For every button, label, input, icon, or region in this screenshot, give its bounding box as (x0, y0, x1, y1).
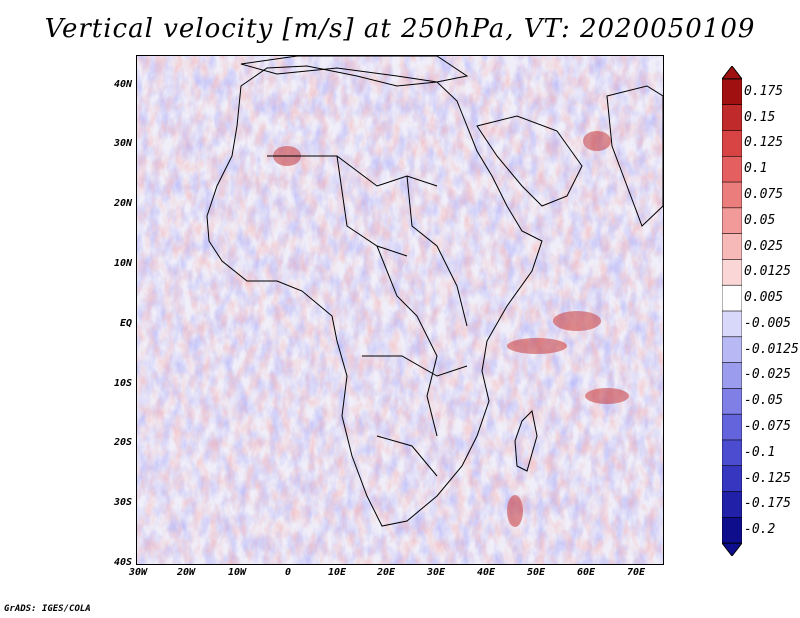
latitude-label-5: 10S (113, 378, 132, 389)
colorbar-segment-4 (722, 181, 742, 209)
colorbar-segment-8 (722, 284, 742, 312)
latitude-label-8: 40S (113, 557, 132, 568)
colorbar-label-16: -0.175 (744, 496, 791, 512)
strong-ascent-cells (273, 131, 629, 527)
ascent-cell-4 (507, 338, 567, 354)
colorbar-segment-6 (722, 233, 742, 261)
country-border-6 (376, 435, 438, 477)
latitude-label-0: 40N (113, 79, 132, 90)
colorbar-label-13: -0.075 (744, 419, 791, 435)
colorbar-segment-2 (722, 130, 742, 158)
ascent-cell-3 (507, 495, 523, 527)
colorbar-label-4: 0.075 (744, 186, 784, 202)
map-panel (136, 55, 664, 565)
colorbar-segment-0 (722, 78, 742, 106)
colorbar-segment-15 (722, 465, 742, 493)
colorbar-segment-14 (722, 439, 742, 467)
colorbar-label-15: -0.125 (744, 470, 791, 486)
colorbar-segment-11 (722, 362, 742, 390)
latitude-label-4: EQ (119, 318, 132, 329)
colorbar-label-17: -0.2 (744, 522, 776, 538)
latitude-label-7: 30S (113, 497, 132, 508)
country-border-2 (336, 155, 408, 257)
country-border-1 (267, 155, 438, 187)
grads-credit: GrADS: IGES/COLA (4, 604, 91, 614)
colorbar-segment-3 (722, 155, 742, 183)
europe-coastline (240, 56, 469, 83)
longitude-label-3: 0 (284, 567, 292, 578)
colorbar-label-7: 0.0125 (744, 264, 791, 280)
colorbar-label-6: 0.025 (744, 238, 784, 254)
colorbar-segment-16 (722, 491, 742, 519)
latitude-label-1: 30N (113, 138, 132, 149)
colorbar-segment-1 (722, 104, 742, 132)
longitude-label-7: 40E (476, 567, 496, 578)
colorbar-label-11: -0.025 (744, 367, 791, 383)
colorbar-segment-17 (722, 517, 742, 544)
colorbar-label-0: 0.175 (744, 83, 784, 99)
longitude-label-8: 50E (526, 567, 546, 578)
longitude-label-2: 10W (227, 567, 247, 578)
ascent-pattern (137, 56, 663, 564)
colorbar-segment-9 (722, 310, 742, 338)
ascent-cell-2 (585, 388, 629, 404)
latitude-label-2: 20N (113, 198, 132, 209)
longitude-label-10: 70E (626, 567, 646, 578)
longitude-label-6: 30E (426, 567, 446, 578)
country-border-5 (362, 355, 468, 377)
colorbar-segment-13 (722, 413, 742, 441)
country-border-4 (406, 175, 468, 327)
colorbar-label-1: 0.15 (744, 109, 776, 125)
colorbar-label-9: -0.005 (744, 315, 791, 331)
india-coastline (606, 85, 663, 227)
ascent-cell-1 (553, 311, 601, 331)
coastline-contours (206, 56, 663, 527)
colorbar-segment-5 (722, 207, 742, 235)
longitude-label-1: 20W (176, 567, 196, 578)
longitude-label-0: 30W (128, 567, 148, 578)
colorbar-label-2: 0.125 (744, 135, 784, 151)
colorbar (722, 66, 742, 556)
colorbar-segment-7 (722, 259, 742, 287)
latitude-label-3: 10N (113, 258, 132, 269)
vertical-velocity-field (137, 56, 663, 564)
colorbar-bottom-arrow (722, 542, 742, 556)
africa-coastline (206, 65, 543, 527)
latitude-label-6: 20S (113, 437, 132, 448)
colorbar-segment-12 (722, 388, 742, 415)
madagascar-coastline (514, 409, 538, 472)
arabia-coastline (476, 115, 583, 207)
longitude-label-9: 60E (576, 567, 596, 578)
ascent-cell-5 (583, 131, 611, 151)
colorbar-top-arrow (722, 66, 742, 80)
colorbar-label-12: -0.05 (744, 393, 784, 409)
colorbar-label-5: 0.05 (744, 212, 776, 228)
colorbar-label-8: 0.005 (744, 290, 784, 306)
longitude-label-5: 20E (376, 567, 396, 578)
colorbar-label-14: -0.1 (744, 444, 776, 460)
colorbar-segment-10 (722, 336, 742, 364)
chart-title: Vertical velocity [m/s] at 250hPa, VT: 2… (44, 14, 756, 44)
colorbar-label-3: 0.1 (744, 161, 768, 177)
longitude-label-4: 10E (327, 567, 347, 578)
country-border-3 (376, 245, 438, 437)
colorbar-label-10: -0.0125 (744, 341, 799, 357)
